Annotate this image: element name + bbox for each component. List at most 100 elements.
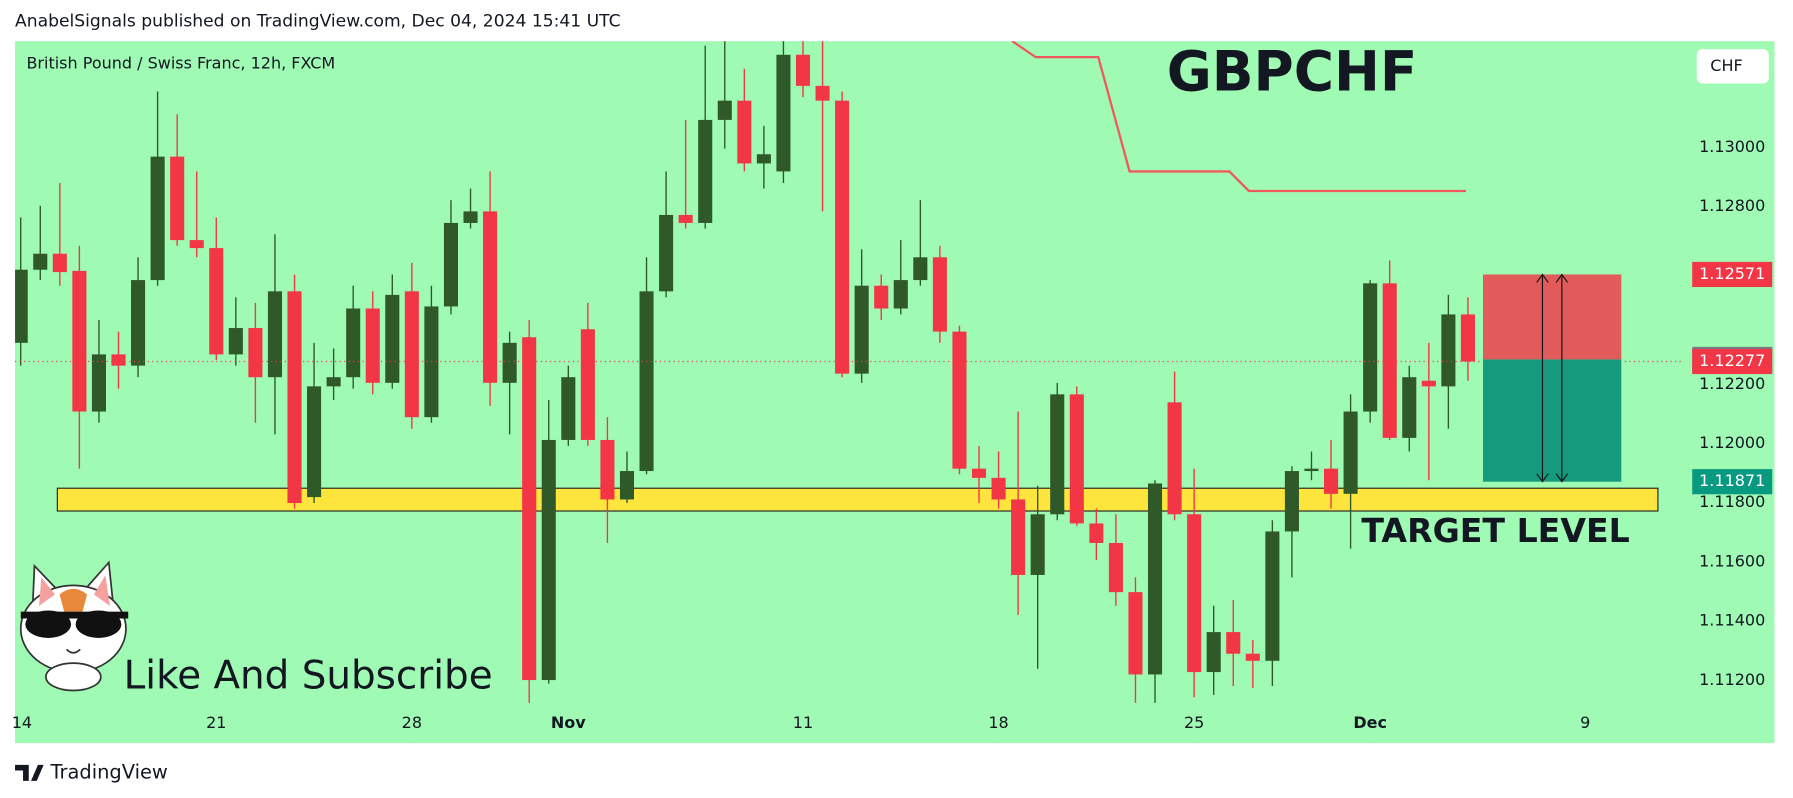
candle-body bbox=[1167, 402, 1182, 515]
candle-body bbox=[522, 337, 537, 681]
x-tick-label: 18 bbox=[988, 713, 1008, 732]
candle-body bbox=[913, 257, 928, 281]
candle-body bbox=[854, 285, 869, 374]
candle-body bbox=[15, 269, 28, 343]
target-zone bbox=[56, 487, 1659, 512]
mascot bbox=[19, 560, 129, 692]
candle-body bbox=[91, 354, 106, 412]
x-tick-label: Dec bbox=[1353, 713, 1387, 732]
candle-body bbox=[678, 214, 693, 223]
x-tick-label: 21 bbox=[206, 713, 226, 732]
candle-body bbox=[267, 291, 282, 378]
candle-body bbox=[170, 156, 185, 241]
price-tag-label: 1.12571 bbox=[1699, 264, 1765, 283]
candle-body bbox=[893, 280, 908, 309]
candle-body bbox=[346, 308, 361, 378]
candle-body bbox=[776, 54, 791, 172]
candle-body bbox=[483, 211, 498, 383]
candle-body bbox=[1265, 531, 1280, 661]
candle-body bbox=[737, 100, 752, 164]
header: AnabelSignals published on TradingView.c… bbox=[15, 12, 621, 32]
candle-body bbox=[795, 54, 811, 86]
candle-body bbox=[404, 291, 419, 418]
candle-body bbox=[1089, 523, 1104, 543]
candle-body bbox=[365, 308, 380, 383]
candle-body bbox=[1108, 542, 1123, 593]
y-tick-label: 1.12000 bbox=[1699, 433, 1765, 452]
candle-body bbox=[1187, 514, 1202, 673]
candle-body bbox=[1069, 394, 1084, 524]
stop-area bbox=[1482, 274, 1622, 360]
annotation: Like And Subscribe bbox=[124, 653, 493, 698]
candle-body bbox=[385, 294, 400, 383]
candle-body bbox=[228, 328, 243, 355]
candle-body bbox=[248, 328, 263, 378]
target-area bbox=[1482, 359, 1622, 482]
candle-body bbox=[874, 285, 889, 309]
candle-body bbox=[131, 280, 146, 366]
x-tick-label: 14 bbox=[12, 713, 32, 732]
y-tick-label: 1.11400 bbox=[1699, 611, 1765, 630]
candle-body bbox=[639, 291, 654, 472]
candle-body bbox=[502, 342, 517, 383]
candle-body bbox=[1402, 377, 1417, 438]
candle-body bbox=[600, 439, 615, 500]
candle-body bbox=[619, 471, 635, 500]
candle-body bbox=[835, 100, 850, 374]
candle-body bbox=[1382, 283, 1397, 438]
y-tick-label: 1.11800 bbox=[1699, 492, 1765, 511]
candle-body bbox=[1011, 499, 1026, 575]
candle-body bbox=[1245, 653, 1260, 661]
candle-body bbox=[580, 329, 595, 440]
candle-body bbox=[698, 119, 713, 223]
candles bbox=[15, 41, 1659, 703]
x-tick-label: Nov bbox=[551, 713, 586, 732]
candle-body bbox=[1363, 283, 1378, 412]
candle-body bbox=[326, 377, 341, 387]
candle-body bbox=[659, 214, 674, 292]
candle-body bbox=[1030, 514, 1045, 575]
symbol-info: British Pound / Swiss Franc, 12h, FXCM bbox=[26, 54, 335, 73]
candle-body bbox=[1343, 411, 1358, 494]
footer: TradingView bbox=[49, 760, 167, 783]
candle-body bbox=[1128, 592, 1143, 675]
x-tick-label: 25 bbox=[1184, 713, 1204, 732]
candle-body bbox=[463, 211, 478, 223]
candle-body bbox=[717, 100, 732, 120]
price-tag bbox=[1692, 469, 1773, 495]
candle-body bbox=[1226, 632, 1241, 654]
y-tick-label: 1.12800 bbox=[1699, 196, 1765, 215]
x-tick-label: 9 bbox=[1580, 713, 1590, 732]
x-tick-label: 28 bbox=[402, 713, 422, 732]
candle-body bbox=[991, 477, 1006, 500]
candle-body bbox=[209, 248, 224, 355]
y-tick-label: 1.11200 bbox=[1699, 670, 1765, 689]
annotation: TARGET LEVEL bbox=[1361, 511, 1629, 550]
y-tick-label: 1.13000 bbox=[1699, 137, 1765, 156]
candle-body bbox=[815, 85, 830, 101]
price-tag bbox=[1692, 261, 1773, 288]
candle-body bbox=[287, 291, 302, 504]
candle-body bbox=[971, 468, 987, 478]
candle-body bbox=[1304, 468, 1319, 472]
arrow-head bbox=[1555, 273, 1569, 483]
price-tag-label: 1.12277 bbox=[1699, 351, 1765, 370]
currency-button[interactable] bbox=[1696, 49, 1769, 84]
chart-title: GBPCHF bbox=[1167, 40, 1418, 104]
candle-body bbox=[443, 222, 459, 307]
candle-body bbox=[932, 257, 947, 332]
y-tick-label: 1.11600 bbox=[1699, 551, 1765, 570]
x-tick-label: 11 bbox=[793, 713, 813, 732]
y-tick-label: 1.12200 bbox=[1699, 374, 1765, 393]
arrow-head bbox=[1536, 273, 1549, 483]
candle-body bbox=[307, 386, 322, 498]
candle-body bbox=[1441, 314, 1456, 387]
candle-body bbox=[756, 154, 771, 164]
candle-body bbox=[1460, 314, 1475, 362]
candle-body bbox=[1421, 380, 1436, 387]
currency-label: CHF bbox=[1710, 56, 1742, 75]
price-tag-label: 1.11871 bbox=[1699, 471, 1765, 490]
candle-body bbox=[952, 331, 967, 469]
